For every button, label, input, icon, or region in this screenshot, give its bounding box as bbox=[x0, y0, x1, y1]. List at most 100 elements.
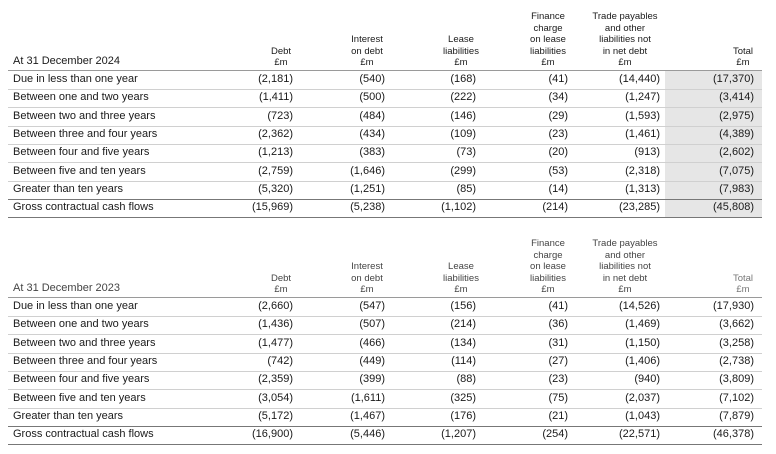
cell-value: (1,150) bbox=[625, 336, 660, 349]
row-rule bbox=[8, 425, 762, 427]
cell-value: (4,389) bbox=[719, 127, 754, 140]
cell-value: (41) bbox=[548, 73, 568, 85]
row-label: Between five and ten years bbox=[13, 164, 146, 177]
cell-value: (1,411) bbox=[258, 91, 293, 104]
row-label: Due in less than one year bbox=[13, 300, 138, 312]
cell-value: (1,102) bbox=[441, 201, 476, 214]
column-header: £m bbox=[360, 57, 374, 68]
cell-value: (1,593) bbox=[625, 109, 660, 122]
cell-value: (540) bbox=[359, 73, 385, 85]
cell-value: (114) bbox=[451, 354, 476, 367]
cell-value: (742) bbox=[267, 354, 293, 367]
cell-value: (1,247) bbox=[625, 91, 660, 104]
cell-value: (2,359) bbox=[258, 373, 293, 386]
column-header: on debt bbox=[351, 45, 383, 57]
column-header: Finance bbox=[531, 238, 565, 249]
cell-value: (17,930) bbox=[713, 300, 754, 312]
column-header: on debt bbox=[351, 272, 383, 284]
cell-value: (34) bbox=[548, 91, 568, 104]
cell-value: (75) bbox=[548, 391, 568, 404]
row-rule bbox=[8, 334, 762, 336]
cell-value: (7,983) bbox=[719, 182, 754, 195]
row-label: Between four and five years bbox=[13, 146, 150, 159]
column-header: charge bbox=[533, 249, 563, 261]
cell-value: (1,213) bbox=[258, 146, 293, 159]
column-header: £m bbox=[618, 284, 632, 295]
cell-value: (5,446) bbox=[350, 428, 385, 441]
column-header: Debt bbox=[270, 45, 292, 57]
cell-value: (325) bbox=[450, 391, 476, 404]
cell-value: (214) bbox=[450, 318, 476, 331]
column-header: £m bbox=[618, 57, 632, 68]
cell-value: (7,102) bbox=[719, 391, 754, 404]
column-header: Trade payables bbox=[592, 11, 658, 22]
cell-value: (27) bbox=[548, 354, 568, 367]
cell-value: (500) bbox=[359, 91, 385, 104]
cell-value: (14,526) bbox=[619, 300, 660, 312]
row-label: Between one and two years bbox=[13, 318, 149, 331]
header-rule bbox=[8, 297, 762, 298]
cell-value: (3,414) bbox=[719, 91, 754, 104]
column-header: £m bbox=[736, 57, 750, 68]
cell-value: (1,469) bbox=[625, 318, 660, 331]
row-rule bbox=[8, 180, 762, 182]
cell-value: (23) bbox=[548, 373, 568, 386]
row-rule bbox=[8, 107, 762, 109]
cell-value: (2,318) bbox=[625, 164, 660, 177]
cell-value: (1,436) bbox=[258, 318, 293, 331]
row-label: Greater than ten years bbox=[13, 409, 124, 422]
column-header: £m bbox=[274, 57, 288, 68]
row-rule bbox=[8, 89, 762, 90]
row-label: Between two and three years bbox=[13, 336, 156, 349]
row-rule bbox=[8, 370, 762, 372]
row-label: Gross contractual cash flows bbox=[13, 201, 154, 214]
cell-value: (1,043) bbox=[625, 409, 660, 422]
cell-value: (29) bbox=[548, 109, 568, 122]
cell-value: (146) bbox=[450, 109, 476, 122]
cell-value: (507) bbox=[359, 318, 385, 331]
cell-value: (1,646) bbox=[350, 164, 385, 177]
cell-value: (5,238) bbox=[350, 201, 385, 214]
cell-value: (23,285) bbox=[619, 201, 660, 214]
column-header: liabilities bbox=[443, 45, 479, 57]
row-rule bbox=[8, 444, 762, 446]
row-rule bbox=[8, 198, 762, 200]
column-header: in net debt bbox=[602, 272, 648, 284]
table-label: At 31 December 2023 bbox=[13, 282, 121, 294]
cell-value: (2,362) bbox=[258, 127, 293, 140]
cell-value: (2,602) bbox=[719, 146, 754, 159]
cell-value: (1,611) bbox=[350, 391, 385, 404]
cell-value: (2,975) bbox=[719, 109, 754, 122]
cell-value: (254) bbox=[542, 428, 568, 441]
cell-value: (22,571) bbox=[619, 428, 660, 441]
column-header: Lease bbox=[448, 261, 474, 272]
column-header: liabilities bbox=[530, 272, 566, 284]
cell-value: (399) bbox=[359, 373, 385, 386]
table-label: At 31 December 2024 bbox=[13, 55, 121, 67]
row-label: Between five and ten years bbox=[13, 391, 146, 404]
cell-value: (222) bbox=[450, 91, 476, 104]
column-header: in net debt bbox=[602, 45, 648, 57]
column-header: and other bbox=[604, 249, 646, 261]
column-header: Interest bbox=[351, 34, 383, 45]
header-rule bbox=[8, 70, 762, 71]
row-label: Gross contractual cash flows bbox=[13, 428, 154, 441]
column-header: liabilities not bbox=[599, 261, 651, 272]
cell-value: (5,172) bbox=[258, 409, 293, 422]
column-header: £m bbox=[454, 57, 468, 68]
column-header: charge bbox=[533, 22, 563, 34]
row-label: Greater than ten years bbox=[13, 182, 124, 195]
cell-value: (73) bbox=[456, 146, 476, 159]
cell-value: (723) bbox=[267, 109, 293, 122]
column-header: Total bbox=[732, 272, 754, 284]
cell-value: (1,406) bbox=[625, 354, 660, 367]
cell-value: (168) bbox=[450, 73, 476, 85]
cell-value: (176) bbox=[450, 409, 476, 422]
column-header: £m bbox=[360, 284, 374, 295]
cell-value: (14,440) bbox=[619, 73, 660, 85]
cell-value: (1,477) bbox=[258, 336, 293, 349]
cell-value: (41) bbox=[548, 300, 568, 312]
cell-value: (21) bbox=[548, 409, 568, 422]
cell-value: (134) bbox=[450, 336, 476, 349]
